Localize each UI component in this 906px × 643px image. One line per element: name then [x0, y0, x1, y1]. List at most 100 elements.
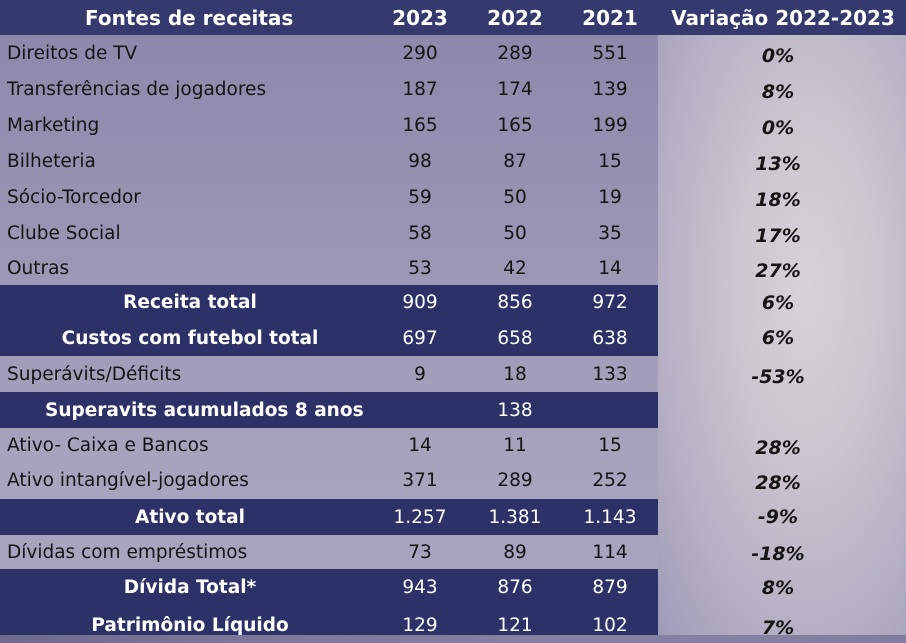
- cell-variation: -9%: [757, 506, 799, 528]
- cell-2021: 133: [592, 363, 628, 385]
- cell-2023: 943: [402, 577, 438, 598]
- cell-2021: 35: [598, 222, 622, 244]
- cell-2023: 14: [408, 434, 432, 456]
- cell-variation: 6%: [761, 327, 795, 349]
- cell-variation: 28%: [755, 472, 801, 494]
- table-row-marketing: Marketing 165 165 199 0%: [0, 107, 906, 143]
- cell-2022: 18: [503, 363, 527, 385]
- cell-2023: 371: [402, 470, 438, 491]
- table-row-player-transfers: Transferências de jogadores 187 174 139 …: [0, 71, 906, 107]
- cell-2022: 1.381: [488, 506, 542, 528]
- row-label: Bilheteria: [7, 150, 96, 172]
- cell-2022: 289: [497, 42, 533, 64]
- cell-2022: 138: [497, 399, 533, 421]
- cell-2022: 165: [497, 114, 533, 136]
- cell-2022: 174: [497, 78, 533, 100]
- header-2022: 2022: [487, 5, 543, 30]
- table-row-football-costs: Custos com futebol total 697 658 638 6%: [0, 320, 906, 356]
- row-label: Superavits acumulados 8 anos: [45, 399, 364, 421]
- cell-2021: 19: [598, 186, 622, 208]
- cell-2021: 139: [592, 78, 628, 100]
- cell-2021: 14: [598, 257, 622, 279]
- cell-variation: 0%: [761, 44, 795, 67]
- cell-variation: 6%: [761, 291, 795, 314]
- header-2023: 2023: [392, 5, 448, 30]
- cell-2022: 289: [497, 470, 533, 491]
- cell-2022: 50: [503, 222, 527, 244]
- row-label: Direitos de TV: [7, 42, 138, 64]
- row-label: Custos com futebol total: [61, 327, 319, 349]
- cell-2023: 1.257: [393, 506, 447, 528]
- table-row-tv-rights: Direitos de TV 290 289 551 0%: [0, 35, 906, 71]
- table-row-ticketing: Bilheteria 98 87 15 13%: [0, 143, 906, 179]
- cell-variation: 7%: [761, 616, 795, 639]
- cell-2021: 114: [592, 541, 628, 563]
- table-row-members: Sócio-Torcedor 59 50 19 18%: [0, 179, 906, 215]
- row-label: Superávits/Déficits: [7, 363, 182, 385]
- cell-variation: -18%: [751, 542, 805, 565]
- table-row-total-debt: Dívida Total* 943 876 879 8%: [0, 569, 906, 606]
- table-row-accumulated-surplus: Superavits acumulados 8 anos 138: [0, 392, 906, 428]
- cell-2023: 53: [408, 257, 432, 279]
- cell-2021: 551: [592, 42, 628, 64]
- cell-variation: 28%: [755, 436, 801, 459]
- cell-variation: 27%: [755, 259, 801, 282]
- cell-2022: 42: [503, 257, 527, 279]
- cell-variation: 18%: [755, 188, 801, 211]
- cell-2021: 252: [592, 470, 628, 491]
- cell-2022: 11: [503, 434, 527, 456]
- cell-variation: 17%: [755, 224, 801, 247]
- cell-2022: 876: [497, 577, 533, 598]
- cell-2021: 972: [592, 292, 628, 313]
- cell-2023: 697: [402, 327, 438, 349]
- row-label: Transferências de jogadores: [7, 78, 267, 100]
- header-variation: Variação 2022-2023: [671, 5, 895, 30]
- cell-2021: 199: [592, 114, 628, 136]
- row-label: Clube Social: [7, 222, 121, 244]
- cell-2023: 290: [402, 42, 438, 64]
- table-row-cash-banks: Ativo- Caixa e Bancos 14 11 15 28%: [0, 428, 906, 462]
- cell-2021: 638: [592, 327, 628, 349]
- cell-2021: 879: [592, 577, 628, 598]
- row-label: Receita total: [123, 292, 257, 313]
- row-label: Sócio-Torcedor: [7, 186, 141, 208]
- cell-2022: 121: [497, 615, 533, 636]
- header-row: Fontes de receitas 2023 2022 2021 Variaç…: [0, 0, 906, 35]
- cell-2022: 87: [503, 150, 527, 172]
- row-label: Ativo intangível-jogadores: [7, 470, 249, 491]
- cell-2021: 102: [592, 615, 628, 636]
- table-row-loan-debts: Dívidas com empréstimos 73 89 114 -18%: [0, 535, 906, 569]
- row-label: Ativo total: [135, 506, 245, 528]
- row-label: Marketing: [7, 114, 100, 136]
- cell-2021: 1.143: [583, 506, 637, 528]
- row-label: Dívida Total*: [123, 577, 257, 598]
- cell-2022: 89: [503, 541, 527, 563]
- row-label: Ativo- Caixa e Bancos: [7, 434, 209, 456]
- cell-variation: -53%: [751, 365, 805, 388]
- cell-2023: 9: [414, 363, 426, 385]
- row-label: Patrimônio Líquido: [91, 615, 289, 636]
- cell-2023: 59: [408, 186, 432, 208]
- table-row-social-club: Clube Social 58 50 35 17%: [0, 215, 906, 251]
- cell-2022: 50: [503, 186, 527, 208]
- cell-2023: 98: [408, 150, 432, 172]
- cell-variation: 13%: [755, 152, 801, 175]
- table-row-total-revenue: Receita total 909 856 972 6%: [0, 285, 906, 320]
- cell-2021: 15: [598, 150, 622, 172]
- header-sources: Fontes de receitas: [85, 5, 294, 30]
- table-row-intangible-assets: Ativo intangível-jogadores 371 289 252 2…: [0, 462, 906, 499]
- cell-2022: 856: [497, 292, 533, 313]
- table-row-total-assets: Ativo total 1.257 1.381 1.143 -9%: [0, 499, 906, 535]
- row-label: Dívidas com empréstimos: [7, 541, 248, 563]
- table-row-surplus-deficit: Superávits/Déficits 9 18 133 -53%: [0, 356, 906, 392]
- cell-2022: 658: [497, 327, 533, 349]
- cell-variation: 8%: [761, 576, 795, 599]
- cell-2023: 165: [402, 114, 438, 136]
- cell-variation: 8%: [761, 80, 795, 103]
- header-2021: 2021: [582, 5, 638, 30]
- cell-2023: 58: [408, 222, 432, 244]
- row-label: Outras: [7, 257, 70, 279]
- table-row-others: Outras 53 42 14 27%: [0, 251, 906, 285]
- table-row-equity: Patrimônio Líquido 129 121 102 7%: [0, 606, 906, 639]
- table-background-right: [658, 0, 906, 635]
